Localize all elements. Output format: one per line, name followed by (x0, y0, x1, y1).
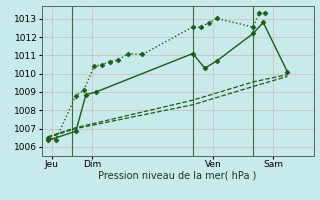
X-axis label: Pression niveau de la mer( hPa ): Pression niveau de la mer( hPa ) (99, 171, 257, 181)
